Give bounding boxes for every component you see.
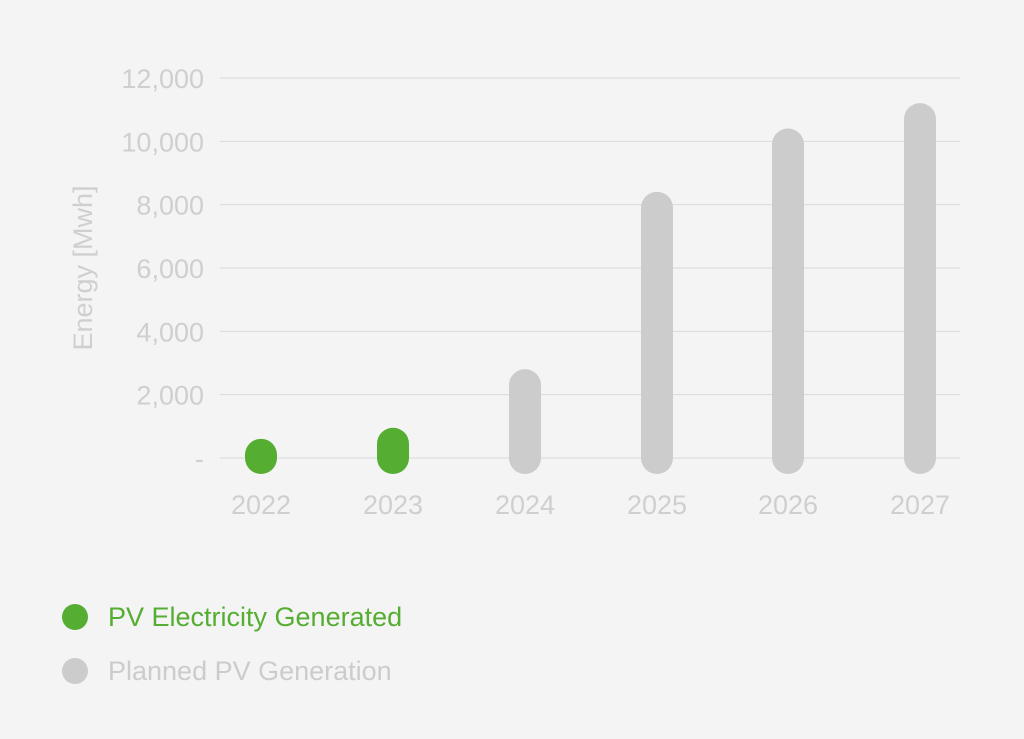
y-tick-label: -	[195, 444, 204, 474]
legend-item-generated[interactable]: PV Electricity Generated	[62, 590, 402, 644]
bar-2026[interactable]	[772, 128, 804, 475]
y-tick-label: 2,000	[136, 381, 204, 411]
bar-2023[interactable]	[377, 427, 409, 474]
x-tick-label: 2026	[758, 490, 818, 520]
y-axis-label: Energy [Mwh]	[68, 185, 98, 350]
y-axis-ticks: - 2,000 4,000 6,000 8,000 10,000 12,000	[121, 64, 204, 474]
y-tick-label: 12,000	[121, 64, 204, 94]
legend-swatch-generated	[62, 604, 88, 630]
x-tick-label: 2025	[627, 490, 687, 520]
x-tick-label: 2022	[231, 490, 291, 520]
legend-label-generated: PV Electricity Generated	[108, 601, 403, 632]
bars	[245, 103, 936, 475]
x-tick-label: 2024	[495, 490, 555, 520]
y-tick-label: 8,000	[136, 191, 204, 221]
y-tick-label: 10,000	[121, 127, 204, 157]
legend-item-planned[interactable]: Planned PV Generation	[62, 644, 402, 698]
legend-label-planned: Planned PV Generation	[108, 655, 392, 686]
gridlines	[220, 77, 960, 459]
bar-2024[interactable]	[509, 369, 541, 474]
x-tick-label: 2023	[363, 490, 423, 520]
legend: PV Electricity Generated Planned PV Gene…	[62, 590, 402, 698]
bar-2025[interactable]	[641, 191, 673, 475]
bar-2022[interactable]	[245, 438, 277, 474]
bar-2027[interactable]	[904, 103, 936, 475]
x-tick-label: 2027	[890, 490, 950, 520]
legend-swatch-planned	[62, 658, 88, 684]
x-axis-ticks: 2022 2023 2024 2025 2026 2027	[231, 490, 950, 520]
y-tick-label: 4,000	[136, 317, 204, 347]
y-tick-label: 6,000	[136, 254, 204, 284]
